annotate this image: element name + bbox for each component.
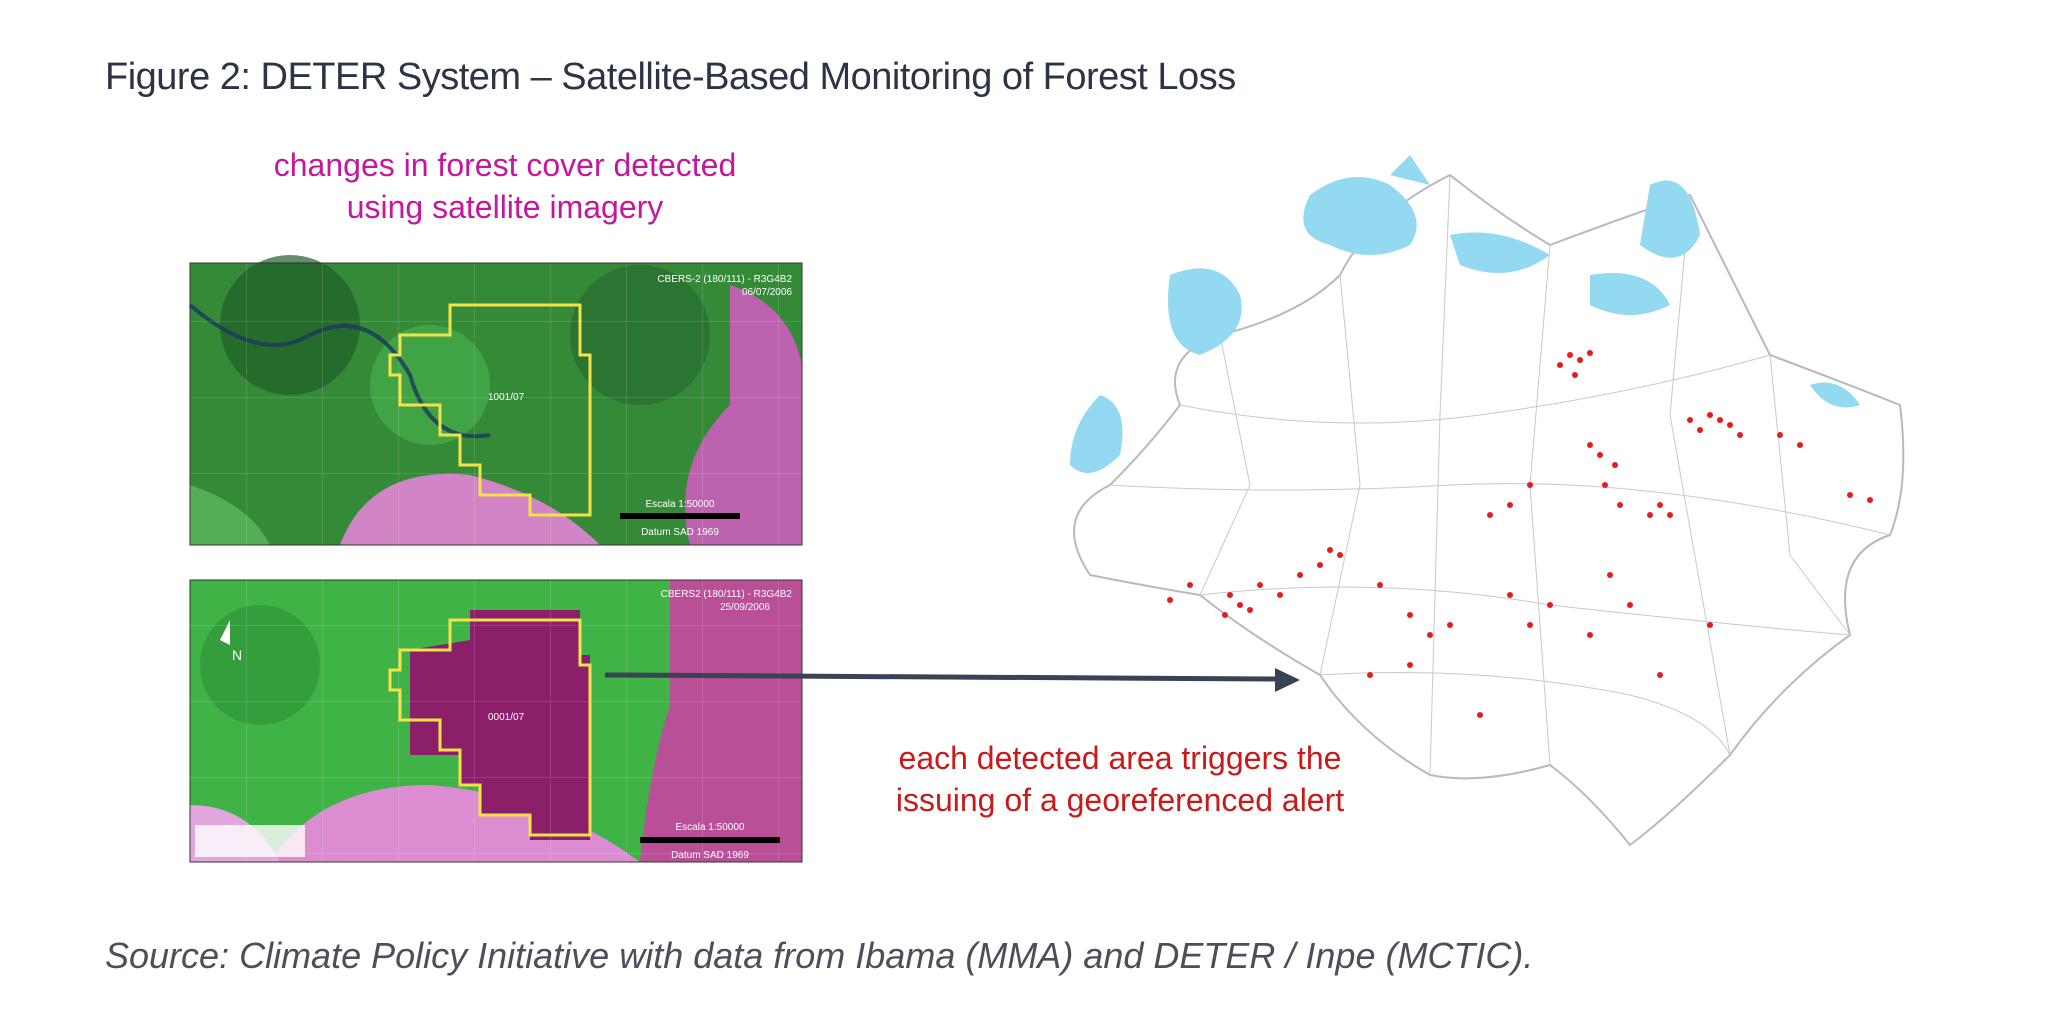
datum-text-after: Datum SAD 1969 xyxy=(671,850,749,861)
legend-box xyxy=(195,825,305,857)
datum-text-before: Datum SAD 1969 xyxy=(641,527,719,538)
figure-title: Figure 2: DETER System – Satellite-Based… xyxy=(105,56,1236,98)
satellite-image-before: 1001/07 CBERS-2 (180/111) - R3G4B2 06/07… xyxy=(188,255,802,545)
north-label: N xyxy=(232,647,242,663)
arrow-line xyxy=(604,672,1281,682)
satellite-caption-line1: changes in forest cover detected xyxy=(273,147,737,183)
polygon-label-before: 1001/07 xyxy=(488,392,525,403)
scale-text-after: Escala 1:50000 xyxy=(676,822,745,833)
image-date-before: 06/07/2006 xyxy=(742,287,792,298)
image-header-after: CBERS2 (180/111) - R3G4B2 xyxy=(661,589,793,600)
arrow-head-icon xyxy=(1275,668,1300,692)
scale-bar-before xyxy=(620,513,740,519)
alert-caption-line2: issuing of a georeferenced alert xyxy=(895,782,1345,818)
satellite-image-after: 0001/07 CBERS2 (180/111) - R3G4B2 25/09/… xyxy=(190,580,802,862)
water-bodies xyxy=(1070,155,1860,473)
alert-caption-line1: each detected area triggers the xyxy=(898,740,1342,776)
north-arrow-icon xyxy=(220,620,230,645)
deforestation-alerts xyxy=(1167,350,1873,718)
source-note: Source: Climate Policy Initiative with d… xyxy=(105,935,1534,976)
satellite-caption: changes in forest cover detected using s… xyxy=(220,144,790,228)
amazon-alert-map xyxy=(1070,155,1905,847)
image-date-after: 25/09/2006 xyxy=(720,602,770,613)
satellite-caption-line2: using satellite imagery xyxy=(346,189,664,225)
satellite-image-panels: 1001/07 CBERS-2 (180/111) - R3G4B2 06/07… xyxy=(188,255,803,863)
image-header-before: CBERS-2 (180/111) - R3G4B2 xyxy=(657,274,792,285)
scale-text-before: Escala 1:50000 xyxy=(646,499,715,510)
scale-bar-after xyxy=(640,837,780,843)
alert-caption: each detected area triggers the issuing … xyxy=(860,737,1380,821)
polygon-label-after: 0001/07 xyxy=(488,712,525,723)
